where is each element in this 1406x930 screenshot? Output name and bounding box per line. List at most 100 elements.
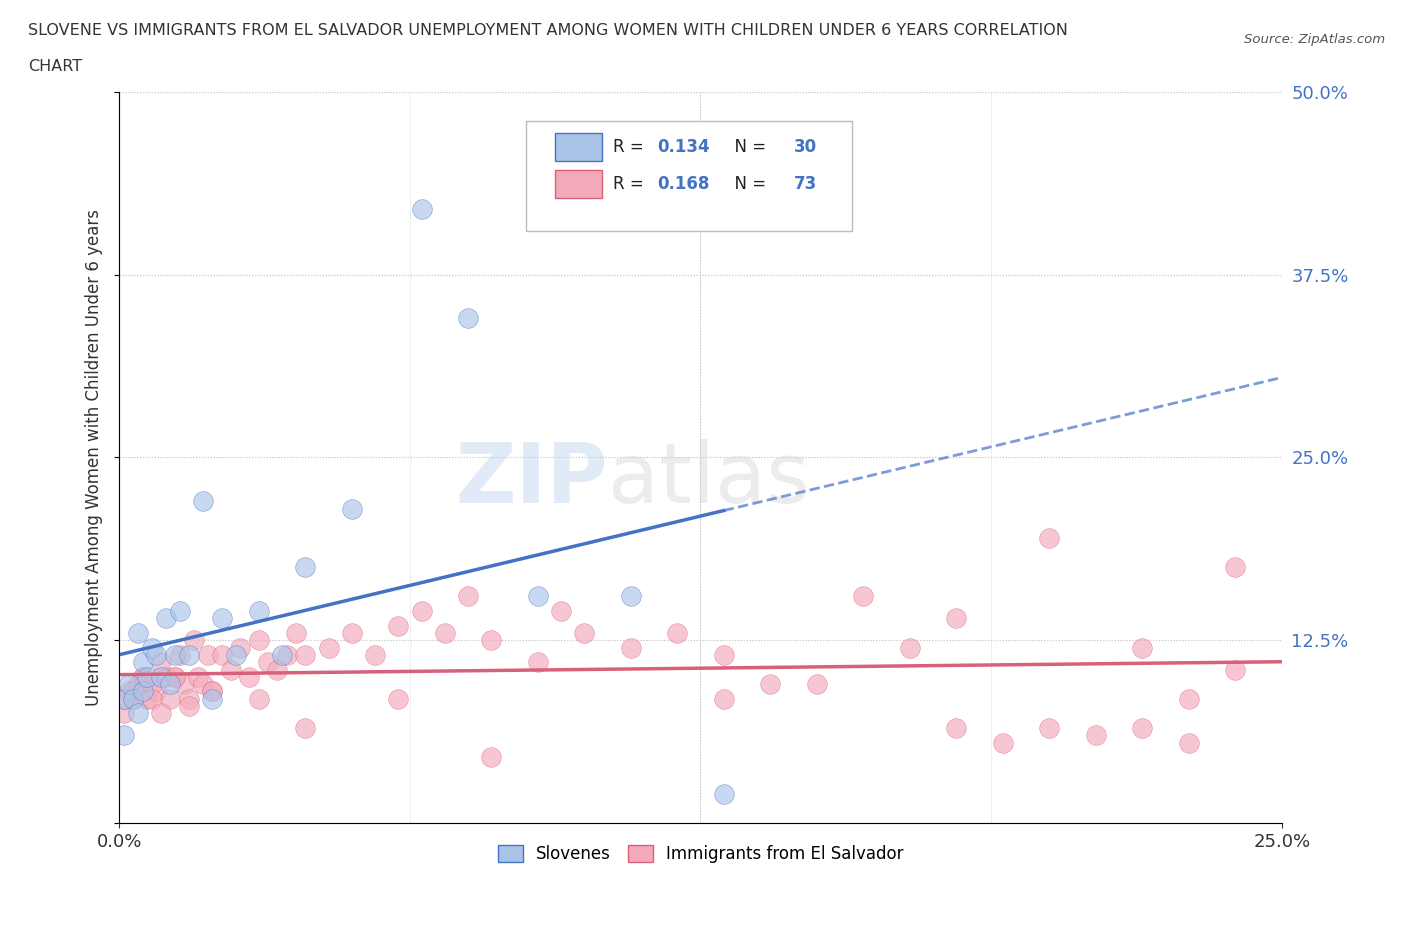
Text: 0.134: 0.134 (658, 139, 710, 156)
Point (620, 640, 643, 655)
Point (141, 691, 163, 706)
Point (340, 501, 363, 516)
Point (666, 626, 689, 641)
Text: SLOVENE VS IMMIGRANTS FROM EL SALVADOR UNEMPLOYMENT AMONG WOMEN WITH CHILDREN UN: SLOVENE VS IMMIGRANTS FROM EL SALVADOR U… (28, 23, 1069, 38)
Point (852, 589, 875, 604)
Text: N =: N = (724, 175, 770, 193)
Point (127, 677, 149, 692)
Point (191, 494, 214, 509)
Point (759, 677, 782, 692)
Point (574, 626, 596, 641)
Point (122, 691, 145, 706)
Point (131, 670, 153, 684)
Point (141, 640, 163, 655)
Point (225, 647, 247, 662)
Point (141, 677, 163, 692)
Point (201, 684, 224, 699)
Point (433, 626, 456, 641)
Point (122, 691, 145, 706)
Point (173, 677, 195, 692)
Point (479, 750, 502, 764)
Point (201, 691, 224, 706)
Point (318, 640, 340, 655)
Point (155, 611, 177, 626)
Point (165, 670, 187, 684)
Point (1177, 691, 1199, 706)
Point (187, 670, 209, 684)
Point (457, 311, 479, 325)
Point (127, 626, 149, 641)
Point (1084, 728, 1107, 743)
FancyBboxPatch shape (555, 170, 602, 198)
Point (112, 728, 135, 743)
Point (122, 684, 145, 699)
Point (165, 647, 187, 662)
Point (340, 626, 363, 641)
Point (713, 691, 735, 706)
Point (271, 647, 294, 662)
Point (136, 670, 159, 684)
Text: CHART: CHART (28, 59, 82, 73)
Point (294, 560, 316, 575)
Point (479, 632, 502, 647)
Point (191, 677, 214, 692)
Point (364, 647, 387, 662)
Point (201, 684, 224, 699)
Text: Source: ZipAtlas.com: Source: ZipAtlas.com (1244, 33, 1385, 46)
Point (197, 647, 219, 662)
Point (247, 604, 270, 618)
Point (294, 721, 316, 736)
Point (159, 691, 181, 706)
Point (150, 706, 173, 721)
Point (550, 604, 572, 618)
Point (165, 670, 187, 684)
Point (713, 787, 735, 802)
Text: ZIP: ZIP (456, 439, 607, 520)
Point (169, 647, 191, 662)
Point (150, 670, 173, 684)
Point (294, 647, 316, 662)
Point (177, 698, 200, 713)
Point (229, 640, 252, 655)
Point (1038, 530, 1060, 545)
Point (238, 670, 260, 684)
Point (387, 618, 409, 633)
Point (155, 670, 177, 684)
Point (620, 589, 643, 604)
Point (526, 589, 548, 604)
Point (136, 691, 159, 706)
Point (150, 655, 173, 670)
Point (159, 677, 181, 692)
Point (117, 684, 139, 699)
Point (411, 604, 433, 618)
Point (145, 684, 167, 699)
Point (247, 691, 270, 706)
Point (266, 662, 288, 677)
FancyBboxPatch shape (526, 121, 852, 231)
Point (112, 691, 135, 706)
Point (211, 647, 233, 662)
Point (112, 706, 135, 721)
Point (1130, 721, 1153, 736)
Point (806, 677, 828, 692)
Text: N =: N = (724, 139, 770, 156)
Point (1038, 721, 1060, 736)
Point (169, 604, 191, 618)
FancyBboxPatch shape (555, 133, 602, 161)
Point (145, 647, 167, 662)
Point (257, 655, 280, 670)
Text: 30: 30 (793, 139, 817, 156)
Point (1225, 662, 1247, 677)
Point (219, 662, 242, 677)
Point (117, 677, 139, 692)
Point (526, 655, 548, 670)
Legend: Slovenes, Immigrants from El Salvador: Slovenes, Immigrants from El Salvador (491, 838, 910, 870)
Point (247, 632, 270, 647)
Point (276, 647, 298, 662)
Y-axis label: Unemployment Among Women with Children Under 6 years: Unemployment Among Women with Children U… (86, 209, 103, 706)
Point (112, 691, 135, 706)
Point (991, 736, 1014, 751)
Point (131, 684, 153, 699)
Point (177, 647, 200, 662)
Point (127, 706, 149, 721)
